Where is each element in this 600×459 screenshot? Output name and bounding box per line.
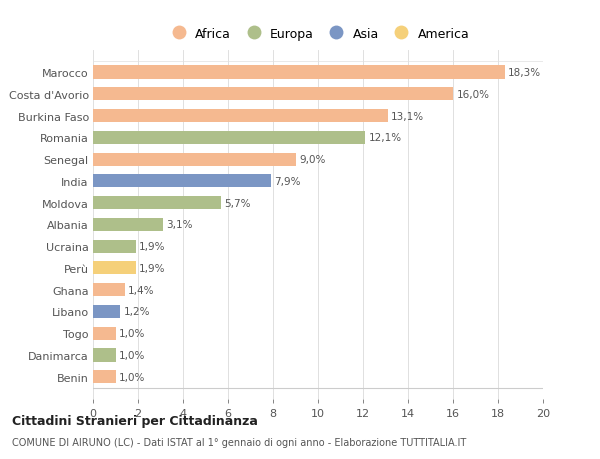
Text: 18,3%: 18,3% (508, 68, 541, 78)
Bar (93, 305, 120, 318)
Bar (93, 240, 136, 253)
Text: 1,0%: 1,0% (119, 350, 145, 360)
Text: 16,0%: 16,0% (457, 90, 490, 100)
Bar (93, 284, 125, 297)
Text: COMUNE DI AIRUNO (LC) - Dati ISTAT al 1° gennaio di ogni anno - Elaborazione TUT: COMUNE DI AIRUNO (LC) - Dati ISTAT al 1°… (12, 437, 466, 447)
Bar (93, 110, 388, 123)
Text: 12,1%: 12,1% (368, 133, 402, 143)
Text: 1,9%: 1,9% (139, 241, 166, 252)
Text: 1,9%: 1,9% (139, 263, 166, 274)
Bar (93, 175, 271, 188)
Bar (93, 88, 453, 101)
Text: 1,0%: 1,0% (119, 329, 145, 338)
Bar (93, 132, 365, 145)
Bar (93, 153, 296, 166)
Bar (93, 218, 163, 231)
Text: 13,1%: 13,1% (391, 112, 424, 121)
Bar (93, 262, 136, 275)
Bar (93, 196, 221, 210)
Text: 9,0%: 9,0% (299, 155, 325, 165)
Bar (93, 370, 115, 383)
Text: 5,7%: 5,7% (224, 198, 251, 208)
Legend: Africa, Europa, Asia, America: Africa, Europa, Asia, America (167, 28, 469, 41)
Text: 1,0%: 1,0% (119, 372, 145, 382)
Text: 1,2%: 1,2% (124, 307, 150, 317)
Bar (93, 67, 505, 79)
Bar (93, 349, 115, 362)
Text: 7,9%: 7,9% (274, 176, 301, 186)
Text: Cittadini Stranieri per Cittadinanza: Cittadini Stranieri per Cittadinanza (12, 414, 258, 428)
Text: 1,4%: 1,4% (128, 285, 154, 295)
Bar (93, 327, 115, 340)
Text: 3,1%: 3,1% (166, 220, 193, 230)
